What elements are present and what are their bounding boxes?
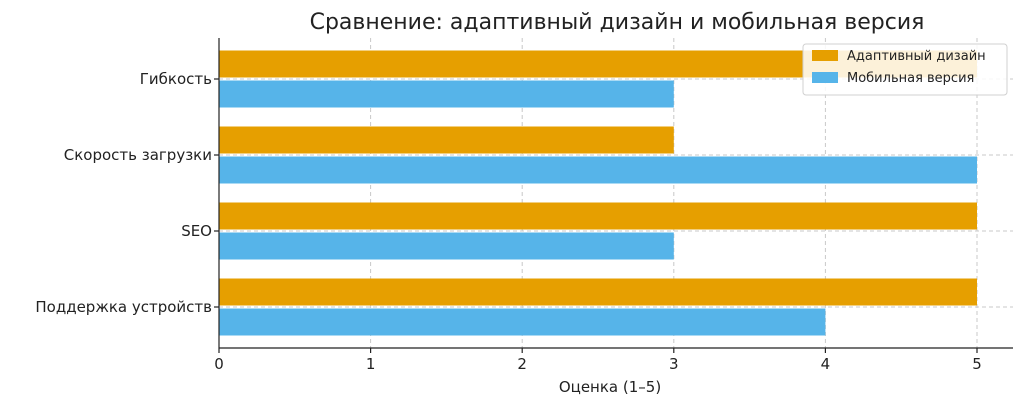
chart-title: Сравнение: адаптивный дизайн и мобильная… bbox=[310, 10, 925, 35]
legend-swatch-0 bbox=[812, 50, 838, 61]
bar-mobile-3 bbox=[219, 308, 826, 336]
bar-mobile-2 bbox=[219, 232, 674, 260]
x-tick-label-3: 3 bbox=[669, 355, 679, 373]
bar-adaptive-2 bbox=[219, 202, 977, 230]
x-tick-label-5: 5 bbox=[972, 355, 982, 373]
legend-swatch-1 bbox=[812, 72, 838, 83]
legend-label-0: Адаптивный дизайн bbox=[847, 49, 986, 64]
x-tick-label-1: 1 bbox=[366, 355, 376, 373]
x-tick-label-4: 4 bbox=[821, 355, 831, 373]
category-label-3: Поддержка устройств bbox=[35, 298, 212, 316]
category-label-0: Гибкость bbox=[140, 70, 212, 88]
bar-adaptive-3 bbox=[219, 278, 977, 306]
legend: Адаптивный дизайн Мобильная версия bbox=[802, 43, 1008, 96]
x-axis-label: Оценка (1–5) bbox=[559, 378, 661, 396]
bar-adaptive-1 bbox=[219, 126, 674, 154]
bar-mobile-0 bbox=[219, 80, 674, 108]
category-label-2: SEO bbox=[181, 222, 212, 240]
bar-mobile-1 bbox=[219, 156, 977, 184]
axes: 0 1 2 3 4 5 Гибкость Скорость загрузки SEO Поддер… bbox=[35, 38, 1013, 373]
bars bbox=[219, 50, 977, 336]
legend-label-1: Мобильная версия bbox=[847, 71, 974, 86]
legend-box bbox=[802, 43, 1008, 96]
x-tick-label-0: 0 bbox=[214, 355, 224, 373]
x-tick-label-2: 2 bbox=[517, 355, 527, 373]
category-label-1: Скорость загрузки bbox=[64, 146, 212, 164]
